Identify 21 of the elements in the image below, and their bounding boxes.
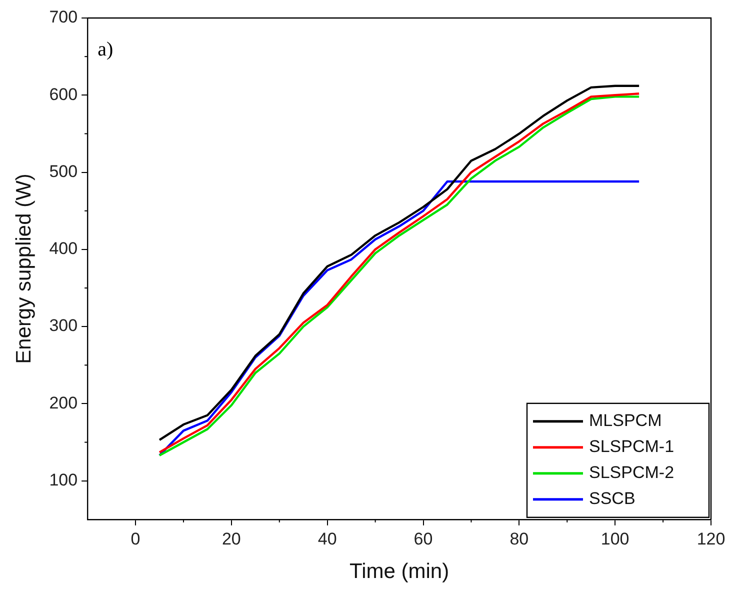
x-tick-label: 60 xyxy=(414,529,433,548)
x-tick-label: 40 xyxy=(318,529,337,548)
y-tick-label: 400 xyxy=(49,239,78,258)
y-axis-title: Energy supplied (W) xyxy=(12,174,36,364)
legend-label: SSCB xyxy=(589,489,636,508)
x-tick-label: 80 xyxy=(510,529,529,548)
legend-label: MLSPCM xyxy=(589,411,662,430)
legend-label: SLSPCM-2 xyxy=(589,463,674,482)
y-tick-label: 500 xyxy=(49,162,78,181)
y-tick-label: 700 xyxy=(49,8,78,27)
annotation: a) xyxy=(98,38,114,60)
y-tick-label: 200 xyxy=(49,393,78,412)
x-tick-label: 120 xyxy=(696,529,726,548)
y-tick-label: 300 xyxy=(49,316,78,336)
y-tick-label: 100 xyxy=(49,470,78,490)
y-tick-label: 600 xyxy=(49,84,78,104)
x-axis-title: Time (min) xyxy=(350,560,450,584)
x-tick-label: 100 xyxy=(600,529,630,548)
x-tick-label: 0 xyxy=(130,529,140,548)
legend-label: SLSPCM-1 xyxy=(589,437,674,456)
x-tick-label: 20 xyxy=(222,529,241,548)
